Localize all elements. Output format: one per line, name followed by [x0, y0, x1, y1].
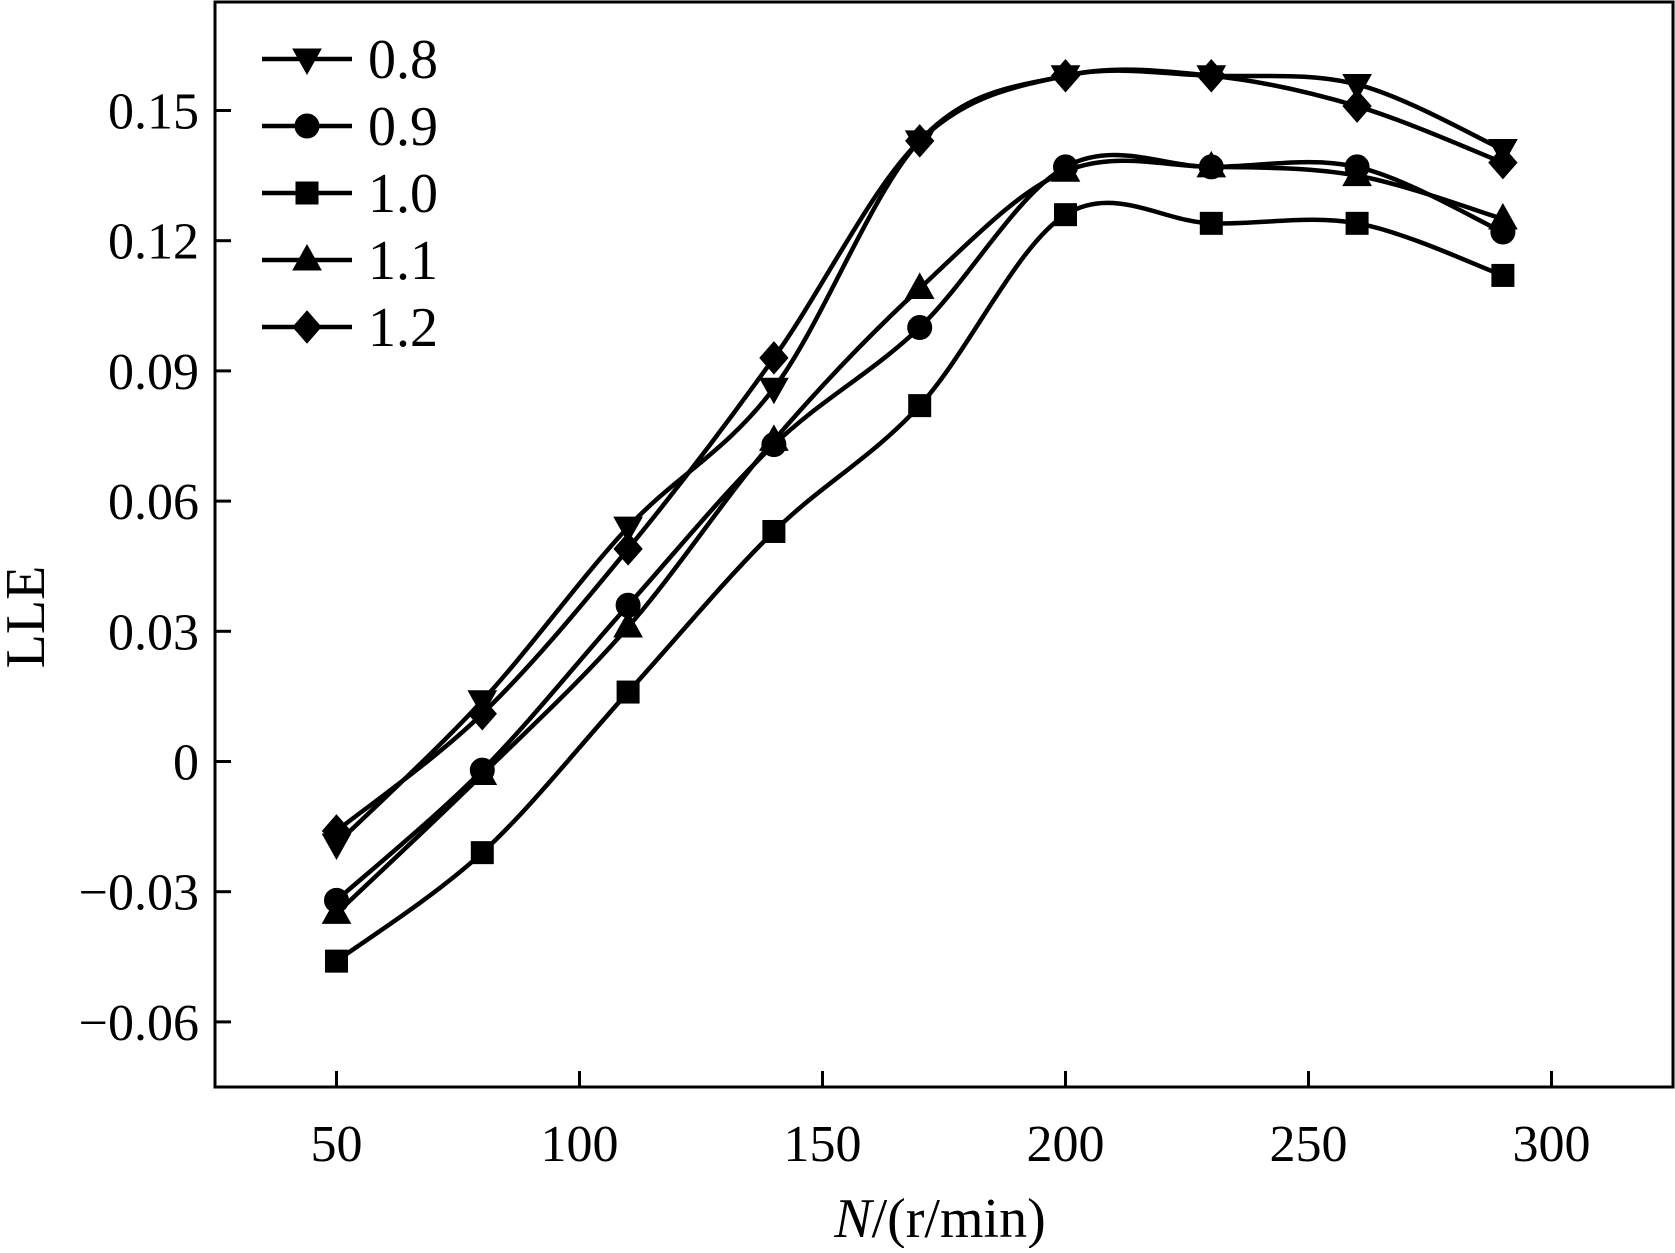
series-line-1.2 [335, 67, 1504, 833]
data-point-1.1 [1050, 155, 1081, 182]
data-point-1.1 [613, 610, 643, 638]
legend-label-0.8: 0.8 [368, 29, 438, 91]
y-tick-label: 0 [173, 735, 199, 792]
x-tick-label: 100 [541, 1116, 619, 1173]
data-point-1.2 [467, 697, 497, 731]
series-line-1.1 [334, 158, 1504, 916]
data-point-1.2 [321, 814, 352, 848]
data-point-1.0 [1491, 263, 1515, 287]
plot-frame [213, 0, 1675, 1089]
data-point-0.8 [1342, 73, 1372, 101]
legend-marker-1.1 [292, 243, 322, 271]
data-point-1.1 [1342, 159, 1372, 187]
legend-label-1.1: 1.1 [368, 230, 438, 292]
data-point-0.9 [907, 315, 933, 340]
data-point-1.1 [759, 424, 789, 451]
x-tick-label: 250 [1270, 1116, 1348, 1173]
series-line-0.8 [334, 68, 1504, 846]
y-axis-title: LLE [0, 566, 57, 669]
legend-marker-0.8 [292, 48, 322, 76]
x-tick-label: 50 [311, 1116, 363, 1173]
data-point-1.2 [759, 341, 789, 375]
data-point-1.2 [1342, 89, 1372, 123]
x-tick-label: 150 [784, 1116, 862, 1173]
y-tick-label: −0.03 [79, 865, 199, 922]
data-point-1.0 [1345, 211, 1369, 235]
data-point-1.0 [470, 841, 494, 865]
data-point-1.0 [908, 394, 932, 418]
data-point-1.0 [616, 680, 640, 704]
data-point-0.8 [759, 377, 789, 405]
data-point-1.1 [467, 758, 498, 786]
data-point-1.0 [762, 519, 786, 543]
series-markers [321, 59, 1518, 973]
data-point-1.0 [325, 949, 348, 973]
x-tick-label: 300 [1513, 1116, 1591, 1173]
legend: 0.80.91.01.11.2 [262, 29, 438, 359]
x-axis-title: N/(r/min) [833, 1188, 1046, 1248]
data-point-1.0 [1199, 211, 1223, 235]
y-tick-label: 0.09 [108, 344, 199, 401]
x-tick-label: 200 [1027, 1116, 1105, 1173]
y-tick-label: 0.12 [108, 214, 199, 271]
y-tick-label: 0.03 [108, 604, 199, 661]
legend-label-1.0: 1.0 [368, 163, 438, 225]
data-point-1.2 [1196, 59, 1226, 93]
plot-area-border [213, 0, 1675, 1089]
data-point-1.2 [905, 124, 935, 158]
series-lines [334, 67, 1504, 963]
legend-label-0.9: 0.9 [368, 96, 438, 158]
data-point-1.2 [1050, 59, 1081, 93]
data-point-1.2 [1488, 145, 1518, 180]
y-tick-label: −0.06 [79, 995, 199, 1052]
data-point-1.1 [1196, 150, 1227, 178]
legend-marker-1.0 [295, 181, 319, 205]
axis-ticks: 50 100 150 200 250 300 −0.06 −0.03 0 0.03 0.06 0.09… [79, 84, 1591, 1174]
series-line-0.9 [335, 152, 1504, 903]
x-axis-title-unit: /(r/min) [872, 1188, 1046, 1248]
data-point-1.2 [613, 532, 643, 566]
data-point-1.1 [904, 272, 935, 299]
legend-label-1.2: 1.2 [368, 297, 438, 359]
y-tick-label: 0.15 [108, 84, 199, 141]
x-axis-title-variable: N [833, 1188, 874, 1248]
legend-marker-0.9 [294, 113, 320, 139]
data-point-0.8 [613, 516, 643, 544]
data-point-1.1 [1488, 202, 1518, 230]
legend-marker-1.2 [292, 310, 322, 344]
data-point-1.0 [1054, 203, 1077, 227]
data-point-1.1 [321, 897, 352, 924]
y-tick-label: 0.06 [108, 474, 199, 531]
